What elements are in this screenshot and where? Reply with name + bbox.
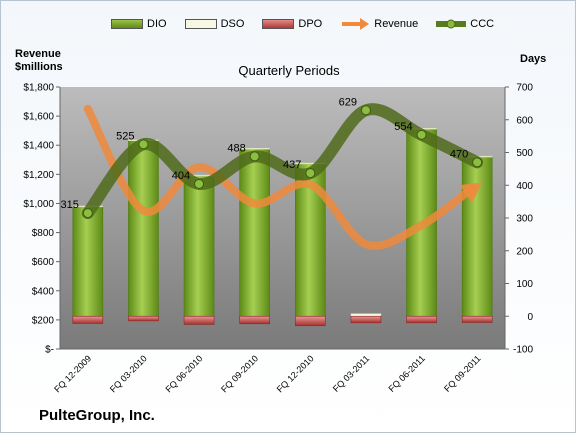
ccc-point bbox=[472, 157, 483, 168]
x-tick-label: FQ 09-2011 bbox=[442, 353, 483, 394]
ccc-point bbox=[416, 129, 427, 140]
ccc-data-label: 488 bbox=[227, 142, 245, 154]
company-name: PulteGroup, Inc. bbox=[39, 407, 155, 424]
right-tick-label: 0 bbox=[527, 312, 533, 323]
bar-dio bbox=[183, 175, 215, 317]
legend: DIO DSO DPO Revenue CCC bbox=[111, 16, 512, 32]
left-tick-label: $1,200 bbox=[23, 170, 54, 181]
right-tick-label: 700 bbox=[516, 83, 533, 94]
x-tick-label: FQ 12-2010 bbox=[275, 353, 316, 394]
right-tick-label: 100 bbox=[516, 279, 533, 290]
bar-dio bbox=[461, 156, 493, 317]
ccc-point bbox=[249, 151, 260, 162]
left-tick-label: $800 bbox=[32, 228, 55, 239]
left-tick-label: $400 bbox=[32, 286, 55, 297]
legend-item-revenue: Revenue bbox=[340, 17, 418, 31]
right-tick-label: -100 bbox=[513, 345, 533, 356]
ccc-data-label: 470 bbox=[450, 148, 468, 160]
x-tick-label: FQ 03-2010 bbox=[108, 353, 149, 394]
ccc-data-label: 525 bbox=[116, 130, 134, 142]
bar-dio bbox=[239, 148, 270, 317]
x-tick-label: FQ 12-2009 bbox=[52, 353, 93, 394]
chart-title: Quarterly Periods bbox=[238, 63, 340, 78]
bar-dpo bbox=[350, 315, 382, 324]
legend-swatch-dso bbox=[184, 19, 217, 29]
revenue-line bbox=[83, 104, 476, 250]
left-axis-title-line-2: $millions bbox=[15, 61, 63, 73]
ccc-data-label: 437 bbox=[283, 159, 301, 171]
left-tick-label: $1,000 bbox=[23, 199, 54, 210]
right-tick-label: 400 bbox=[516, 181, 533, 192]
legend-item-dio: DIO bbox=[111, 18, 167, 30]
legend-label-dpo: DPO bbox=[298, 18, 323, 30]
left-tick-label: $1,800 bbox=[23, 83, 54, 94]
legend-item-ccc: CCC bbox=[436, 17, 494, 31]
legend-label-revenue: Revenue bbox=[374, 18, 419, 30]
bar-dpo bbox=[183, 315, 215, 325]
right-tick-label: 300 bbox=[516, 214, 533, 225]
ccc-point bbox=[138, 139, 149, 150]
ccc-point bbox=[194, 178, 205, 189]
ccc-data-label: 554 bbox=[394, 121, 412, 133]
bar-dpo bbox=[295, 315, 326, 327]
left-tick-label: $1,400 bbox=[23, 141, 54, 152]
bar-dpo bbox=[406, 315, 437, 324]
x-tick-label: FQ 09-2010 bbox=[219, 353, 260, 394]
right-tick-label: 200 bbox=[516, 246, 533, 257]
legend-item-dpo: DPO bbox=[262, 18, 322, 30]
left-tick-label: $200 bbox=[32, 315, 55, 326]
bar-dso bbox=[239, 147, 270, 150]
bar-dio bbox=[128, 140, 159, 317]
x-tick-label: FQ 03-2011 bbox=[331, 353, 372, 394]
right-tick-label: 600 bbox=[516, 115, 533, 126]
ccc-point bbox=[305, 168, 316, 179]
revenue-arrowhead bbox=[459, 182, 483, 204]
bar-dpo bbox=[128, 315, 159, 322]
right-tick-label: 500 bbox=[516, 148, 533, 159]
legend-swatch-revenue bbox=[342, 18, 370, 30]
legend-swatch-dpo bbox=[262, 19, 295, 29]
legend-item-dso: DSO bbox=[184, 18, 245, 30]
bar-dpo bbox=[461, 315, 493, 323]
left-tick-label: $- bbox=[45, 345, 54, 356]
right-axis-title: Days bbox=[520, 53, 547, 65]
bar-dio bbox=[72, 206, 104, 317]
x-tick-label: FQ 06-2010 bbox=[163, 353, 204, 394]
left-axis-title-line-1: Revenue bbox=[15, 48, 61, 60]
legend-label-dio: DIO bbox=[147, 18, 167, 30]
legend-label-dso: DSO bbox=[220, 18, 245, 30]
legend-swatch-dio bbox=[111, 19, 143, 29]
ccc-point bbox=[360, 105, 371, 116]
bar-dpo bbox=[239, 315, 270, 325]
left-tick-label: $1,600 bbox=[23, 112, 54, 123]
left-tick-label: $600 bbox=[32, 257, 55, 268]
ccc-data-label: 315 bbox=[60, 199, 78, 211]
legend-label-ccc: CCC bbox=[470, 18, 495, 30]
ccc-data-label: 404 bbox=[172, 170, 190, 182]
left-axis-title: Revenue $millions bbox=[15, 48, 63, 74]
ccc-point bbox=[82, 208, 93, 219]
ccc-data-label: 629 bbox=[339, 96, 357, 108]
x-tick-label: FQ 06-2011 bbox=[386, 353, 427, 394]
bar-dpo bbox=[72, 315, 104, 324]
legend-swatch-ccc bbox=[436, 19, 467, 29]
bar-dso bbox=[350, 313, 382, 317]
